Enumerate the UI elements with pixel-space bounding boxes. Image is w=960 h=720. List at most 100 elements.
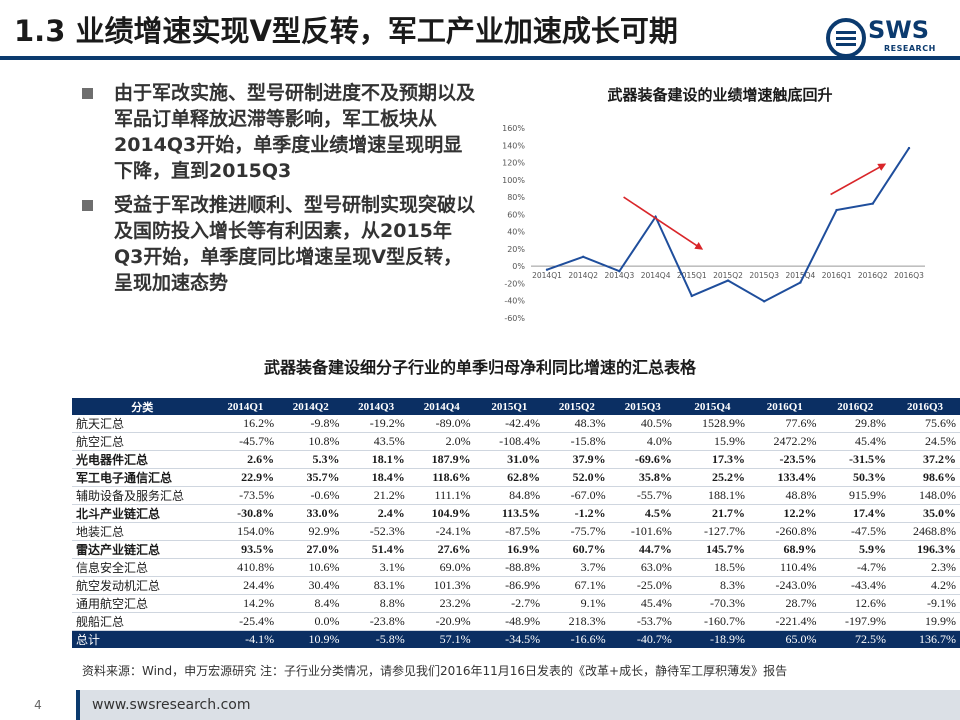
y-tick-label: 60% — [507, 210, 525, 219]
table-cell: 10.9% — [278, 630, 344, 648]
table-cell: -70.3% — [675, 594, 750, 613]
table-cell: 16.9% — [474, 540, 545, 559]
source-note: 资料来源：Wind，申万宏源研究 注：子行业分类情况，请参见我们2016年11月… — [82, 664, 788, 678]
data-point — [618, 269, 621, 273]
table-row-label: 地装汇总 — [72, 522, 213, 541]
table-cell: 111.1% — [408, 486, 475, 505]
line-chart: 160% 140% 120% 100% 80% 60% 40% 20% 0% -20% -40% -6… — [502, 124, 925, 323]
table-cell: 9.1% — [544, 594, 610, 613]
table-cell: -25.0% — [609, 576, 676, 595]
table-cell: 18.5% — [675, 558, 750, 577]
table-cell: -43.4% — [820, 576, 891, 595]
table-cell: -53.7% — [609, 612, 676, 631]
table-cell: 196.3% — [890, 540, 960, 559]
table-cell: -67.0% — [544, 486, 610, 505]
bullet-square-icon — [82, 200, 93, 211]
table-cell: 23.2% — [408, 594, 475, 613]
table-cell: -0.6% — [278, 486, 344, 505]
table-row: 光电器件汇总 2.6% 5.3% 18.1% 187.9% 31.0% 37.9% -69.6… — [72, 450, 960, 469]
x-tick-label: 2016Q2 — [858, 271, 888, 280]
table-cell: -25.4% — [212, 612, 279, 631]
table-cell: 410.8% — [212, 558, 279, 577]
y-tick-label: -40% — [504, 297, 525, 306]
table-cell: 218.3% — [544, 612, 610, 631]
table-cell: 148.0% — [890, 486, 960, 505]
table-row: 地装汇总 154.0% 92.9% -52.3% -24.1% -87.5% -75.7% -… — [72, 522, 960, 541]
x-tick-label: 2015Q4 — [786, 271, 816, 280]
table-cell: 21.2% — [343, 486, 409, 505]
table-cell: -40.7% — [609, 630, 676, 648]
table-cell: 27.0% — [278, 540, 344, 559]
table-cell: -16.6% — [544, 630, 610, 648]
table-cell: 0.0% — [278, 612, 344, 631]
table-cell: 24.4% — [212, 576, 279, 595]
table-cell: 45.4% — [609, 594, 676, 613]
website-link[interactable]: www.swsresearch.com — [92, 697, 251, 713]
table-cell: -160.7% — [675, 612, 750, 631]
table-cell: 50.3% — [820, 468, 891, 487]
table-cell: -42.4% — [474, 415, 545, 433]
bullet-square-icon — [82, 88, 93, 99]
y-tick-label: 20% — [507, 245, 525, 254]
table-cell: -23.5% — [749, 450, 821, 469]
logo-mark-icon — [826, 18, 866, 58]
data-point — [907, 146, 911, 150]
table-cell: -45.7% — [212, 432, 279, 451]
table-cell: -9.1% — [890, 594, 960, 613]
table-cell: -30.8% — [212, 504, 279, 523]
logo-text: SWS — [868, 16, 930, 44]
table-cell: 72.5% — [820, 630, 891, 648]
page-title: 1.3 业绩增速实现V型反转，军工产业加速成长可期 — [14, 14, 678, 48]
table-cell: 4.5% — [609, 504, 676, 523]
table-row-label: 光电器件汇总 — [72, 450, 213, 469]
data-point — [835, 208, 838, 212]
table-cell: -75.7% — [544, 522, 610, 541]
table-cell: 110.4% — [749, 558, 821, 577]
table-row: 通用航空汇总 14.2% 8.4% 8.8% 23.2% -2.7% 9.1% 45.4% -7… — [72, 594, 960, 613]
table-row-label: 信息安全汇总 — [72, 558, 213, 577]
table-cell: 17.3% — [675, 450, 750, 469]
table-cell: 84.8% — [474, 486, 545, 505]
table-cell: 12.6% — [820, 594, 891, 613]
y-tick-label: -20% — [504, 279, 525, 288]
table-row: 航空汇总 -45.7% 10.8% 43.5% 2.0% -108.4% -15.8% 4.0… — [72, 432, 960, 451]
data-point — [871, 202, 874, 205]
x-tick-label: 2016Q1 — [822, 271, 852, 280]
table-cell: -52.3% — [343, 522, 409, 541]
table-row-label: 军工电子通信汇总 — [72, 468, 213, 487]
x-tick-label: 2014Q2 — [568, 271, 598, 280]
table-cell: 8.8% — [343, 594, 409, 613]
table-cell: 8.3% — [675, 576, 750, 595]
table-cell: 60.7% — [544, 540, 610, 559]
table-cell: 4.0% — [609, 432, 676, 451]
bullet-item: 由于军改实施、型号研制进度不及预期以及军品订单释放迟滞等影响，军工板块从2014… — [80, 80, 480, 184]
table-row-label: 航空发动机汇总 — [72, 576, 213, 595]
downtrend-arrow — [623, 196, 704, 250]
table-cell: -1.2% — [544, 504, 610, 523]
table-cell: -260.8% — [749, 522, 821, 541]
table-row-label: 北斗产业链汇总 — [72, 504, 213, 523]
table-cell: -19.2% — [343, 415, 409, 433]
table-cell: 21.7% — [675, 504, 750, 523]
table-cell: 33.0% — [278, 504, 344, 523]
table-cell: -48.9% — [474, 612, 545, 631]
table-cell: 1528.9% — [675, 415, 750, 433]
table-cell: 2.3% — [890, 558, 960, 577]
table-cell: 93.5% — [212, 540, 279, 559]
table-row-label: 航天汇总 — [72, 415, 213, 433]
table-cell: -34.5% — [474, 630, 545, 648]
table-cell: 69.0% — [408, 558, 475, 577]
footer-bar — [0, 690, 960, 720]
table-cell: 4.2% — [890, 576, 960, 595]
table-cell: 48.3% — [544, 415, 610, 433]
bullet-text: 由于军改实施、型号研制进度不及预期以及军品订单释放迟滞等影响，军工板块从2014… — [114, 82, 476, 182]
bullet-text: 受益于军改推进顺利、型号研制实现突破以及国防投入增长等有利因素，从2015年Q3… — [114, 194, 476, 294]
table-cell: -23.8% — [343, 612, 409, 631]
chart-title: 武器装备建设的业绩增速触底回升 — [607, 86, 833, 104]
table-cell: 29.8% — [820, 415, 891, 433]
data-point — [582, 255, 585, 258]
table-cell: 145.7% — [675, 540, 750, 559]
data-point — [726, 279, 730, 282]
y-tick-label: 80% — [507, 193, 525, 202]
table-row: 雷达产业链汇总 93.5% 27.0% 51.4% 27.6% 16.9% 60.7% 44.… — [72, 540, 960, 559]
